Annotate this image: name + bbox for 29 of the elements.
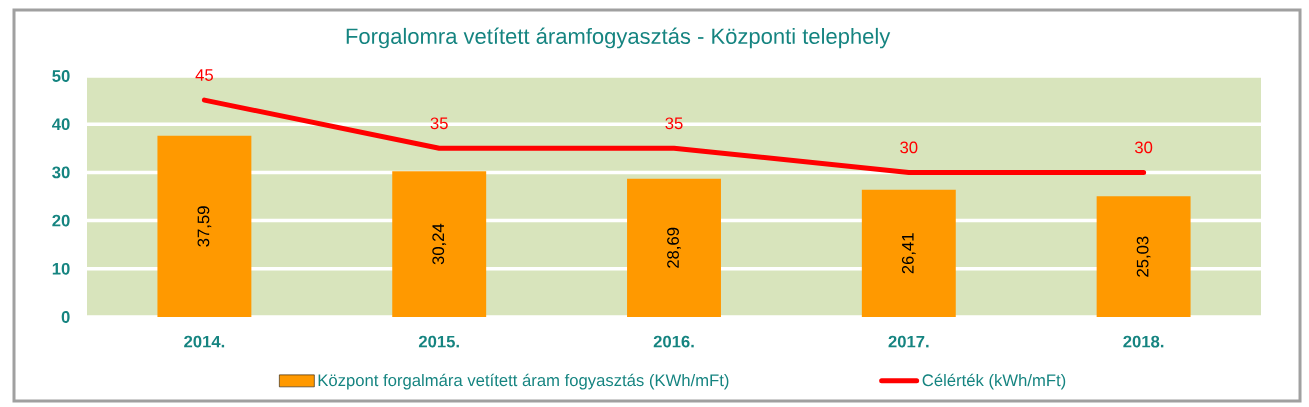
chart-title: Forgalomra vetített áramfogyasztás - Központi telephely: [346, 27, 891, 49]
y-tick-label: 10: [52, 262, 70, 275]
data-label: 45: [195, 69, 213, 81]
legend-label: Központ forgalmára vetített áram fogyasztás (KWh/mFt): [318, 373, 729, 390]
y-tick-label: 30: [52, 166, 70, 179]
bar: [627, 178, 721, 317]
data-label: 35: [430, 117, 448, 130]
y-tick-label: 0: [61, 311, 70, 323]
data-label: 35: [665, 117, 683, 130]
x-tick-label: 2015.: [418, 335, 459, 348]
data-label: 25,03: [1136, 236, 1151, 277]
data-label: 30,24: [432, 223, 447, 265]
bar: [392, 171, 487, 317]
bar: [157, 135, 252, 317]
data-label: 37,59: [197, 206, 212, 247]
legend-label: Célérték (kWh/mFt): [922, 373, 1066, 390]
data-label: 28,69: [667, 227, 681, 268]
x-tick-label: 2014.: [184, 335, 225, 348]
data-label: 30: [900, 141, 918, 154]
y-tick-label: 20: [52, 214, 70, 227]
bar: [1096, 196, 1191, 317]
data-label: 26,41: [901, 233, 916, 274]
x-tick-label: 2018.: [1123, 335, 1164, 348]
y-tick-label: 50: [52, 70, 70, 82]
data-label: 30: [1134, 141, 1153, 154]
x-tick-label: 2017.: [888, 335, 929, 348]
x-tick-label: 2016.: [653, 335, 694, 348]
y-tick-label: 40: [52, 118, 70, 131]
bar: [861, 189, 956, 317]
